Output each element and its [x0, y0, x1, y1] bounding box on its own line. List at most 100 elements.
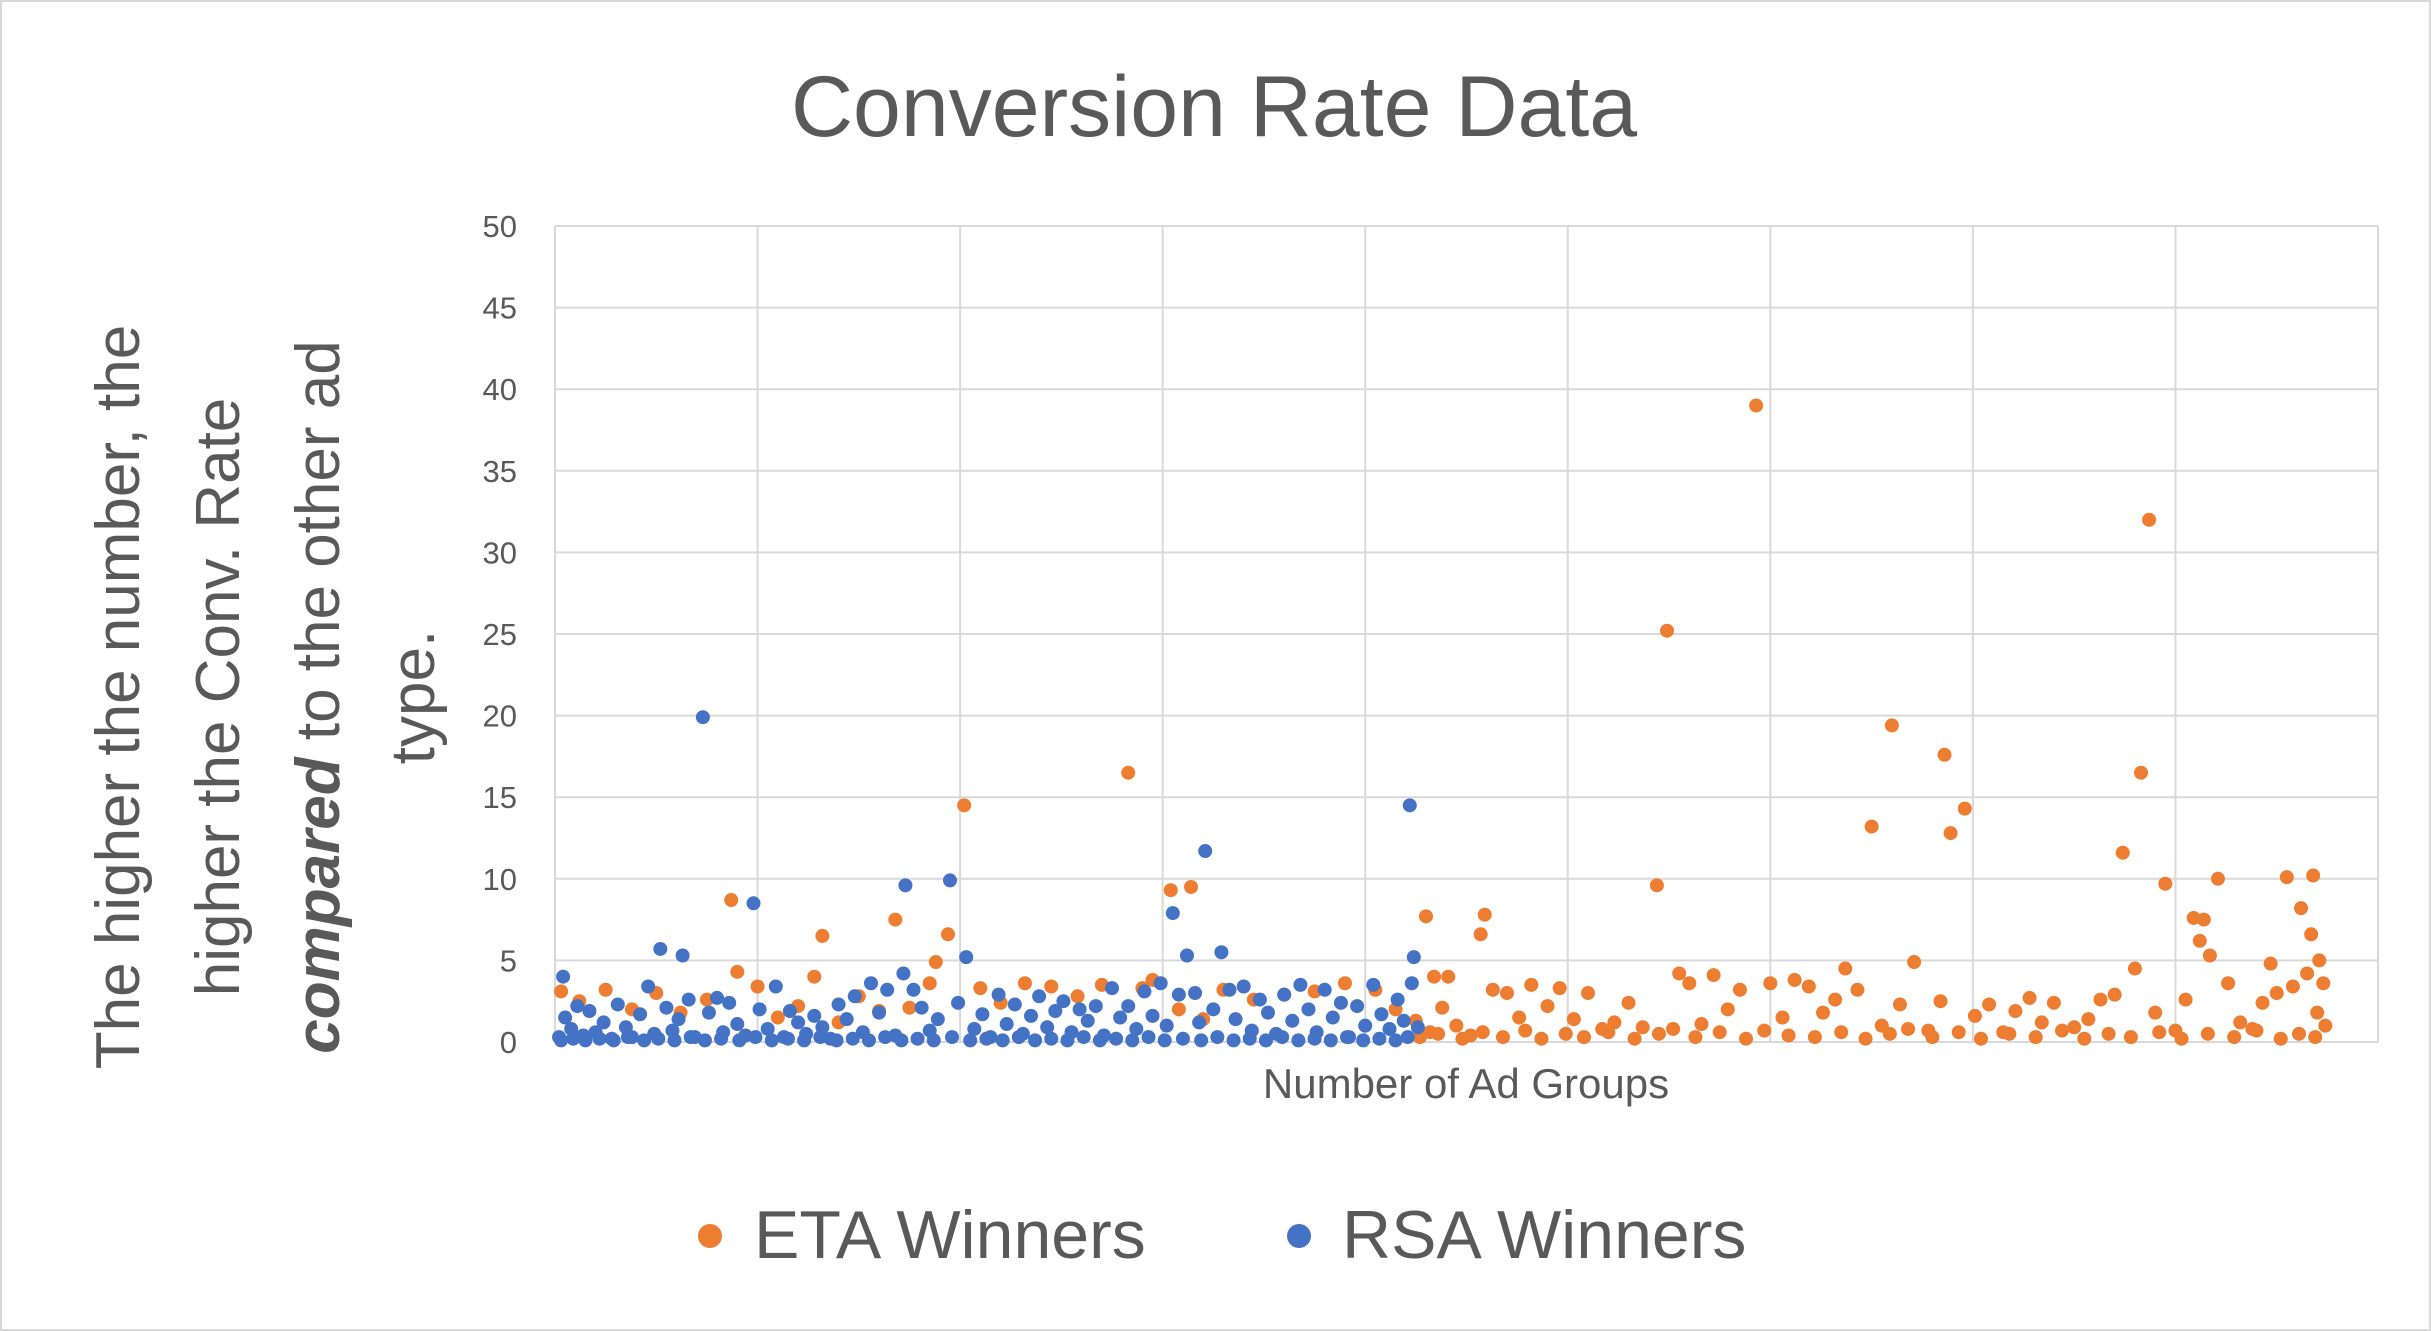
eta-point [1576, 1030, 1591, 1045]
rsa-point [1040, 1020, 1055, 1035]
eta-point [1781, 1028, 1796, 1043]
rsa-point [951, 995, 966, 1010]
eta-point [1957, 801, 1972, 816]
eta-point [1901, 1021, 1916, 1036]
eta-point [1635, 1020, 1650, 1035]
rsa-point [942, 873, 957, 888]
rsa-point [999, 1017, 1014, 1032]
eta-point [2263, 956, 2278, 971]
eta-point [1925, 1030, 1940, 1045]
rsa-point [1044, 1031, 1059, 1046]
eta-point [1982, 997, 1997, 1012]
rsa-point [710, 990, 725, 1005]
y-axis-label: The higher the number, the higher the Co… [84, 325, 448, 1069]
eta-point [1627, 1031, 1642, 1046]
eta-point [2304, 927, 2319, 942]
eta-point [2310, 1005, 2325, 1020]
rsa-point [667, 1033, 682, 1048]
rsa-point [1356, 1033, 1371, 1048]
eta-point [1937, 747, 1952, 762]
eta-point [2306, 868, 2321, 883]
rsa-point [1072, 1002, 1087, 1017]
y-tick-label: 30 [483, 535, 517, 570]
rsa-point [926, 1033, 941, 1048]
legend-marker-eta [698, 1224, 722, 1248]
rsa-point [839, 1012, 854, 1027]
y-label-emphasis: compared [284, 756, 353, 1053]
legend-label-eta: ETA Winners [754, 1197, 1146, 1273]
rsa-point [872, 1005, 887, 1020]
eta-point [1850, 982, 1865, 997]
rsa-point [748, 1030, 763, 1045]
rsa-point [592, 1031, 607, 1046]
eta-point [2200, 1026, 2215, 1041]
eta-point [598, 982, 613, 997]
eta-point [807, 969, 822, 984]
rsa-point [1228, 1012, 1243, 1027]
rsa-point [894, 1033, 909, 1048]
eta-point [730, 964, 745, 979]
eta-point [1882, 1026, 1897, 1041]
rsa-point [697, 1033, 712, 1048]
legend-marker-rsa [1287, 1224, 1311, 1248]
eta-point [724, 893, 739, 908]
rsa-point [1307, 1031, 1322, 1046]
rsa-point [1194, 1033, 1209, 1048]
rsa-point [1325, 1010, 1340, 1025]
rsa-point [764, 1033, 779, 1048]
eta-point [1017, 976, 1032, 991]
y-label-text: The higher the number, the [84, 325, 153, 1069]
rsa-point [1105, 981, 1120, 996]
rsa-point [671, 1012, 686, 1027]
eta-point [2067, 1020, 2082, 1035]
rsa-point [606, 1033, 621, 1048]
eta-point [1171, 1002, 1186, 1017]
eta-point [1649, 878, 1664, 893]
rsa-point [1390, 992, 1405, 1007]
eta-point [2312, 953, 2327, 968]
eta-point [2101, 1026, 2116, 1041]
eta-point [2055, 1023, 2070, 1038]
rsa-point [910, 1031, 925, 1046]
rsa-point [1092, 1033, 1107, 1048]
eta-point [1682, 976, 1697, 991]
eta-point [1712, 1025, 1727, 1040]
y-tick-label: 35 [483, 454, 517, 489]
eta-point [1651, 1026, 1666, 1041]
rsa-point [1175, 1031, 1190, 1046]
eta-point [1973, 1031, 1988, 1046]
y-axis-label-line-4: type. [379, 630, 448, 764]
eta-point [2081, 1012, 2096, 1027]
eta-point [888, 912, 903, 927]
rsa-point [898, 878, 913, 893]
eta-point [1184, 879, 1199, 894]
rsa-point [1372, 1031, 1387, 1046]
eta-point [1500, 986, 1515, 1001]
rsa-point [596, 1015, 611, 1030]
eta-point [1739, 1031, 1754, 1046]
eta-point [1581, 986, 1596, 1001]
rsa-point [1088, 999, 1103, 1014]
eta-point [1534, 1031, 1549, 1046]
rsa-point [1165, 906, 1180, 921]
eta-point [2202, 948, 2217, 963]
eta-point [2273, 1031, 2288, 1046]
eta-point [1475, 1025, 1490, 1040]
eta-point [1720, 1002, 1735, 1017]
x-axis-label: Number of Ad Groups [1263, 1060, 1669, 1107]
rsa-point [1109, 1031, 1124, 1046]
rsa-point [752, 1002, 767, 1017]
eta-point [2142, 512, 2157, 527]
eta-point [1121, 765, 1136, 780]
eta-point [2152, 1025, 2167, 1040]
eta-point [1435, 1000, 1450, 1015]
rsa-point [1301, 1002, 1316, 1017]
rsa-point [641, 979, 656, 994]
eta-point [2300, 966, 2315, 981]
eta-point [1951, 1025, 1966, 1040]
rsa-point [780, 1031, 795, 1046]
rsa-point [1226, 1033, 1241, 1048]
eta-point [1706, 968, 1721, 983]
eta-point [1834, 1025, 1849, 1040]
rsa-point [760, 1021, 775, 1036]
